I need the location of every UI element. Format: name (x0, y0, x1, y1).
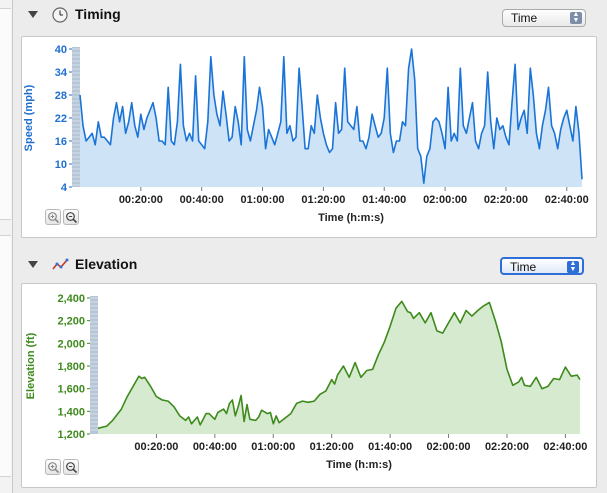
select-arrows-icon: ▲ ▼ (567, 260, 579, 273)
timing-title: Timing (75, 6, 121, 22)
y-tick-label: 34 (55, 67, 68, 79)
y-tick-label: 2,000 (57, 338, 85, 350)
speed-chart: 40 34 28 22 16 10 4 Speed (mph) 00:20:00 00:40:00… (23, 44, 589, 224)
sidebar-segment (0, 235, 11, 477)
series-area (98, 301, 580, 434)
x-tick-label: 00:40:00 (193, 441, 237, 453)
x-tick-label: 02:40:00 (545, 194, 589, 206)
elevation-graph-icon (52, 258, 69, 270)
x-tick-label: 01:40:00 (368, 441, 412, 453)
x-tick-label: 01:00:00 (241, 194, 285, 206)
elevation-xaxis-select[interactable]: Time ▲ ▼ (500, 257, 584, 275)
zoom-in-icon (48, 462, 60, 474)
y-tick-label: 1,800 (57, 361, 85, 373)
timing-zoom-in-button[interactable] (45, 209, 61, 225)
timing-xaxis-select[interactable]: Time ▲ ▼ (502, 9, 586, 27)
y-axis-band (90, 296, 98, 434)
x-axis-label: Time (h:m:s) (326, 459, 392, 471)
elevation-select-value: Time (510, 260, 537, 274)
disclosure-triangle-icon[interactable] (28, 261, 38, 268)
elevation-title: Elevation (75, 256, 138, 272)
x-tick-label: 01:20:00 (310, 441, 354, 453)
timing-select-value: Time (511, 11, 538, 25)
zoom-out-icon (66, 462, 78, 474)
select-arrows-icon: ▲ ▼ (570, 11, 582, 24)
elevation-header: Elevation Time ▲ ▼ (13, 250, 607, 280)
y-tick-label: 28 (55, 90, 67, 102)
y-tick-label: 4 (61, 182, 68, 194)
zoom-out-icon (66, 212, 78, 224)
x-tick-label: 02:20:00 (484, 194, 528, 206)
y-axis-label: Speed (mph) (23, 84, 35, 151)
disclosure-triangle-icon[interactable] (28, 11, 38, 18)
elevation-zoom-in-button[interactable] (45, 459, 61, 475)
y-tick-label: 1,400 (57, 406, 85, 418)
y-tick-label: 1,600 (57, 384, 85, 396)
timing-panel: Timing Time ▲ ▼ 40 34 28 22 16 10 4 Speed (mph) 0… (13, 0, 607, 245)
y-tick-label: 10 (55, 159, 67, 171)
x-tick-label: 01:00:00 (251, 441, 295, 453)
y-tick-label: 22 (55, 113, 67, 125)
x-tick-label: 02:00:00 (423, 194, 467, 206)
x-axis-label: Time (h:m:s) (318, 212, 384, 224)
elevation-chart-box: 2,400 2,200 2,000 1,800 1,600 1,400 1,200 Eleva… (21, 283, 597, 488)
timing-zoom-out-button[interactable] (63, 209, 79, 225)
elevation-zoom-out-button[interactable] (63, 459, 79, 475)
x-tick-label: 02:20:00 (485, 441, 529, 453)
x-tick-label: 00:40:00 (180, 194, 224, 206)
zoom-in-icon (48, 212, 60, 224)
y-tick-label: 40 (55, 44, 67, 56)
x-tick-label: 00:20:00 (134, 441, 178, 453)
timing-chart-box: 40 34 28 22 16 10 4 Speed (mph) 00:20:00 00:40:00… (21, 36, 597, 238)
y-tick-label: 1,200 (57, 429, 85, 441)
timing-header: Timing Time ▲ ▼ (13, 0, 607, 30)
series-line (97, 300, 581, 430)
y-axis-label: Elevation (ft) (25, 332, 37, 399)
x-tick-label: 02:00:00 (427, 441, 471, 453)
left-sidebar-strip (0, 0, 13, 493)
x-tick-label: 02:40:00 (543, 441, 587, 453)
x-tick-label: 01:40:00 (362, 194, 406, 206)
series-line (79, 48, 583, 184)
x-tick-label: 00:20:00 (119, 194, 163, 206)
elevation-panel: Elevation Time ▲ ▼ 2,400 2,200 2,000 1,800 1,… (13, 250, 607, 493)
elevation-chart: 2,400 2,200 2,000 1,800 1,600 1,400 1,200 Eleva… (25, 293, 587, 471)
y-tick-label: 16 (55, 136, 67, 148)
y-tick-label: 2,200 (57, 316, 85, 328)
sidebar-segment (0, 8, 11, 220)
clock-icon (52, 7, 68, 23)
y-tick-label: 2,400 (57, 293, 85, 305)
series-area (80, 49, 582, 187)
x-tick-label: 01:20:00 (301, 194, 345, 206)
